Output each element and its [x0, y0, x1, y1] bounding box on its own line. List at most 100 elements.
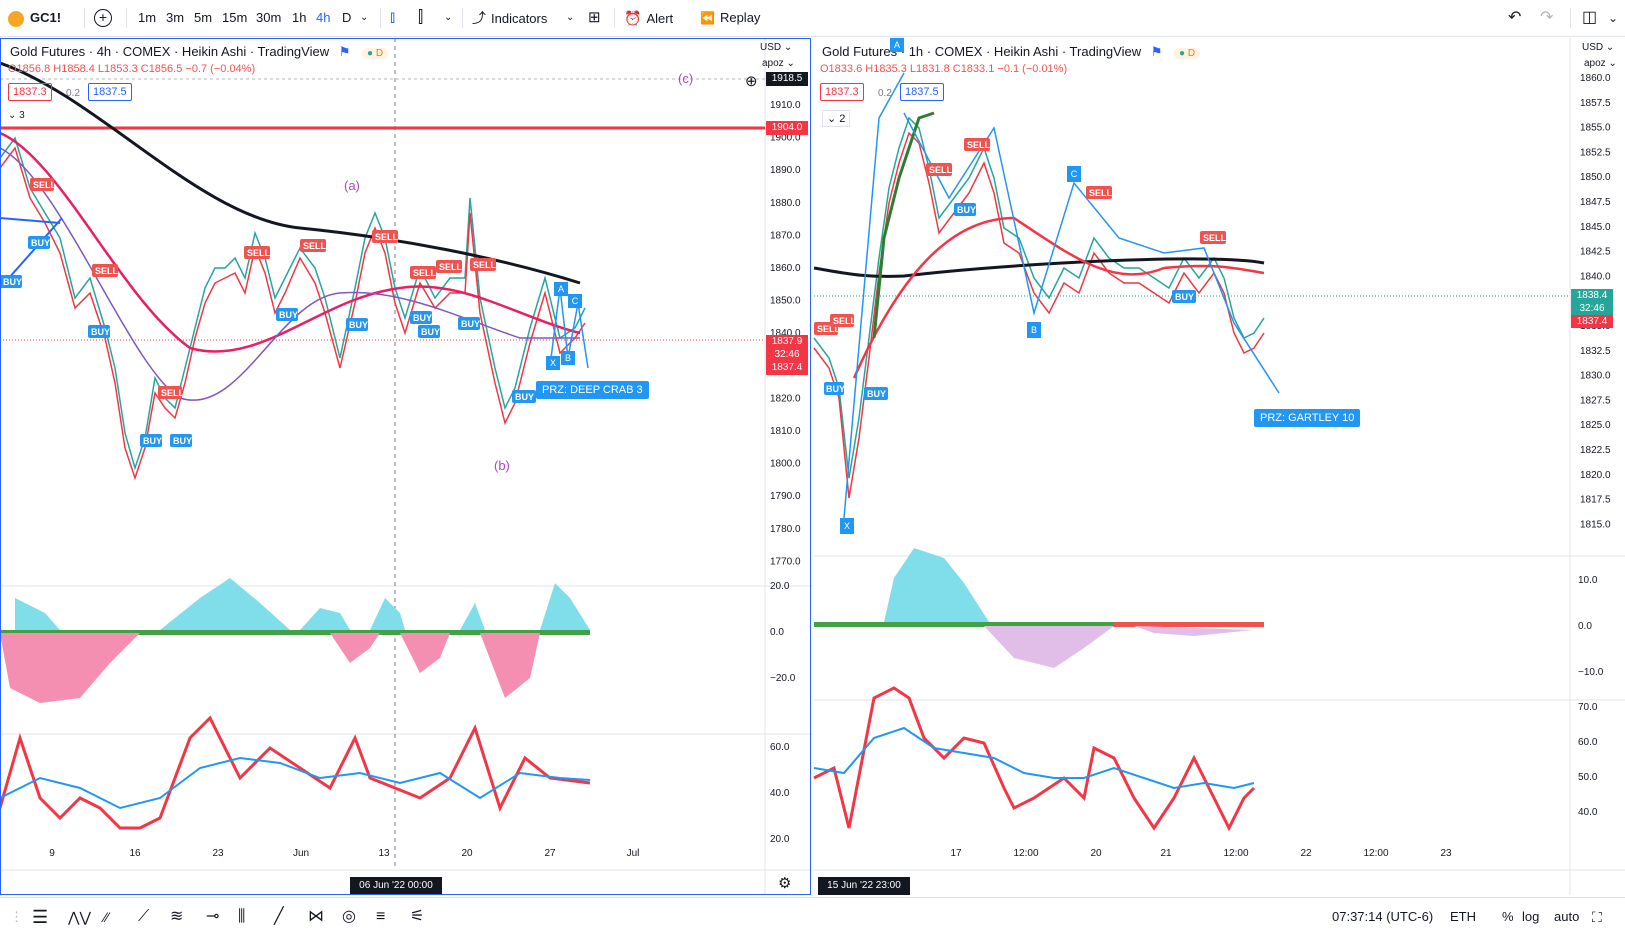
- undo-icon[interactable]: ↶: [1508, 9, 1522, 26]
- bar-style-icon[interactable]: ⫿: [418, 9, 424, 26]
- fullscreen-icon[interactable]: ⛶: [1592, 909, 1602, 925]
- ohlc-open: O1856.8: [8, 63, 51, 75]
- tab-interval-3m[interactable]: 3m: [166, 10, 185, 25]
- prz-deep-crab-label[interactable]: PRZ: DEEP CRAB 3: [536, 381, 649, 399]
- xabcd-pattern-tool-icon[interactable]: ⋈: [308, 908, 324, 925]
- trend-line-tool-icon[interactable]: ⟋: [138, 908, 150, 925]
- settings-gear-icon[interactable]: ⚙: [778, 875, 792, 892]
- abc-pattern-tool-icon[interactable]: ⋀⋁: [68, 909, 91, 925]
- log-toggle[interactable]: log: [1522, 909, 1540, 924]
- sell-price-button[interactable]: 1837.3: [8, 83, 52, 101]
- replay-button[interactable]: ⏪ Replay: [700, 0, 760, 36]
- elliott-wave-tool-icon[interactable]: ⁄⁄: [104, 909, 109, 925]
- svg-text:BUY: BUY: [515, 392, 534, 402]
- indicators-dropdown-icon[interactable]: ⌄: [566, 12, 575, 23]
- interval-dropdown-icon[interactable]: ⌄: [360, 12, 369, 23]
- scale-mode-label: apoz: [762, 58, 784, 69]
- ohlc-high: H1835.3: [865, 63, 907, 75]
- svg-text:SELL: SELL: [161, 388, 185, 398]
- indicators-button[interactable]: ⤴ Indicators: [472, 0, 547, 36]
- percent-toggle[interactable]: %: [1502, 909, 1514, 924]
- horizontal-ray-tool-icon[interactable]: ⊸: [206, 908, 220, 925]
- time-tick-label: 13: [378, 848, 390, 859]
- alert-button[interactable]: ⏰ Alert: [624, 0, 673, 36]
- gann-tool-icon[interactable]: ◎: [342, 908, 356, 925]
- svg-text:SELL: SELL: [967, 140, 991, 150]
- layout-split-icon[interactable]: ◫: [1582, 9, 1598, 26]
- svg-text:BUY: BUY: [173, 436, 192, 446]
- add-symbol-button[interactable]: +: [94, 0, 112, 36]
- horizontal-lines-tool-icon[interactable]: ☰: [32, 907, 49, 927]
- right-chart-title[interactable]: Gold Futures · 1h · COMEX · Heikin Ashi …: [822, 44, 1201, 60]
- drag-handle-icon[interactable]: ⋮: [10, 909, 23, 924]
- sell-price-button[interactable]: 1837.3: [820, 83, 864, 101]
- time-tick-label: 23: [212, 848, 224, 859]
- right-rsi: [813, 686, 1256, 832]
- tab-interval-15m[interactable]: 15m: [222, 10, 248, 25]
- right-chart-panel[interactable]: SELL SELL BUY BUY SELL SELL BUY SELL SEL…: [813, 38, 1625, 895]
- session-toggle[interactable]: ETH: [1450, 909, 1476, 924]
- price-tick-label: 1900.0: [770, 133, 801, 144]
- left-price-axis[interactable]: 1910.0 1900.0 1890.0 1880.0 1870.0 1860.0 1850…: [770, 100, 801, 567]
- chart-type-dropdown-icon[interactable]: ⌄: [444, 12, 453, 23]
- price-tick-label: 1780.0: [770, 524, 801, 535]
- indicator-layers-toggle[interactable]: ⌄ 3: [8, 110, 25, 121]
- right-chart-canvas[interactable]: SELL SELL BUY BUY SELL SELL BUY SELL SEL…: [813, 38, 1625, 895]
- currency-selector[interactable]: USD ⌄: [1582, 42, 1615, 53]
- candle-type-icon[interactable]: ⫾: [390, 9, 396, 26]
- crosshair-time-label: 06 Jun '22 00:00: [350, 877, 442, 895]
- svg-text:SELL: SELL: [929, 165, 953, 175]
- left-time-axis[interactable]: 9 16 23 Jun 13 20 27 Jul: [49, 848, 639, 859]
- left-chart-canvas[interactable]: SELL BUY BUY SELL BUY BUY BUY SELL SELL …: [0, 38, 812, 895]
- templates-grid-icon[interactable]: ⊞: [588, 9, 601, 26]
- symbol-search[interactable]: GC1!: [8, 0, 61, 36]
- rsi-tick-label: 60.0: [1578, 737, 1598, 748]
- prz-gartley-label[interactable]: PRZ: GARTLEY 10: [1254, 409, 1361, 427]
- add-plus-icon[interactable]: ⊕: [745, 73, 758, 90]
- svg-text:BUY: BUY: [279, 310, 298, 320]
- indicator-layers-toggle[interactable]: ⌄ 2: [822, 110, 851, 127]
- left-chart-panel[interactable]: SELL BUY BUY SELL BUY BUY BUY SELL SELL …: [0, 38, 812, 895]
- fib-tool-icon[interactable]: ≡: [376, 908, 386, 925]
- svg-text:SELL: SELL: [1203, 233, 1227, 243]
- tab-interval-4h[interactable]: 4h: [316, 10, 331, 25]
- line-tool-icon[interactable]: ╱: [274, 908, 284, 925]
- tab-interval-d[interactable]: D: [342, 10, 352, 25]
- scale-mode-selector[interactable]: apoz ⌄: [762, 58, 795, 69]
- svg-text:SELL: SELL: [95, 266, 119, 276]
- ohlc-close: C1833.1: [952, 63, 995, 75]
- wave-label-c: (c): [678, 71, 694, 86]
- right-title-text: Gold Futures · 1h · COMEX · Heikin Ashi …: [822, 44, 1142, 59]
- right-time-axis[interactable]: 17 12:00 20 21 12:00 22 12:00 23: [950, 848, 1452, 859]
- currency-selector[interactable]: USD ⌄: [760, 42, 793, 53]
- osc-tick-label: 20.0: [770, 581, 790, 592]
- tab-interval-5m[interactable]: 5m: [194, 10, 213, 25]
- scale-mode-selector[interactable]: apoz ⌄: [1584, 58, 1617, 69]
- channel-tool-icon[interactable]: ≋: [170, 908, 184, 925]
- clock-readout[interactable]: 07:37:14 (UTC-6): [1332, 909, 1434, 924]
- layout-dropdown-icon[interactable]: ⌄: [1608, 11, 1619, 25]
- price-tick-label: 1815.0: [1580, 519, 1611, 530]
- buy-price-button[interactable]: 1837.5: [900, 83, 944, 101]
- price-label-top: 1918.5: [766, 72, 808, 86]
- auto-toggle[interactable]: auto: [1554, 909, 1580, 924]
- tab-interval-1h[interactable]: 1h: [292, 10, 307, 25]
- tab-interval-30m[interactable]: 30m: [256, 10, 282, 25]
- svg-text:SELL: SELL: [33, 180, 57, 190]
- left-ohlc: O1856.8 H1858.4 L1853.3 C1856.5 −0.7 (−0…: [8, 63, 255, 75]
- tab-interval-1m[interactable]: 1m: [138, 10, 157, 25]
- price-tick-label: 1820.0: [1580, 470, 1611, 481]
- currency-label: USD: [760, 42, 782, 53]
- layers-count: 2: [839, 113, 846, 125]
- svg-text:BUY: BUY: [3, 277, 22, 287]
- vertical-lines-tool-icon[interactable]: ⫼: [238, 908, 246, 925]
- price-label-red-line: 1904.0: [766, 121, 808, 135]
- svg-text:BUY: BUY: [31, 238, 50, 248]
- buy-price-button[interactable]: 1837.5: [88, 83, 132, 101]
- settings-tool-icon[interactable]: ⚟: [410, 908, 425, 925]
- redo-icon[interactable]: ↷: [1540, 9, 1554, 26]
- price-tick-label: 1860.0: [770, 263, 801, 274]
- osc-tick-label: −20.0: [770, 673, 796, 684]
- price-tick-label: 1790.0: [770, 491, 801, 502]
- left-chart-title[interactable]: Gold Futures · 4h · COMEX · Heikin Ashi …: [10, 44, 389, 60]
